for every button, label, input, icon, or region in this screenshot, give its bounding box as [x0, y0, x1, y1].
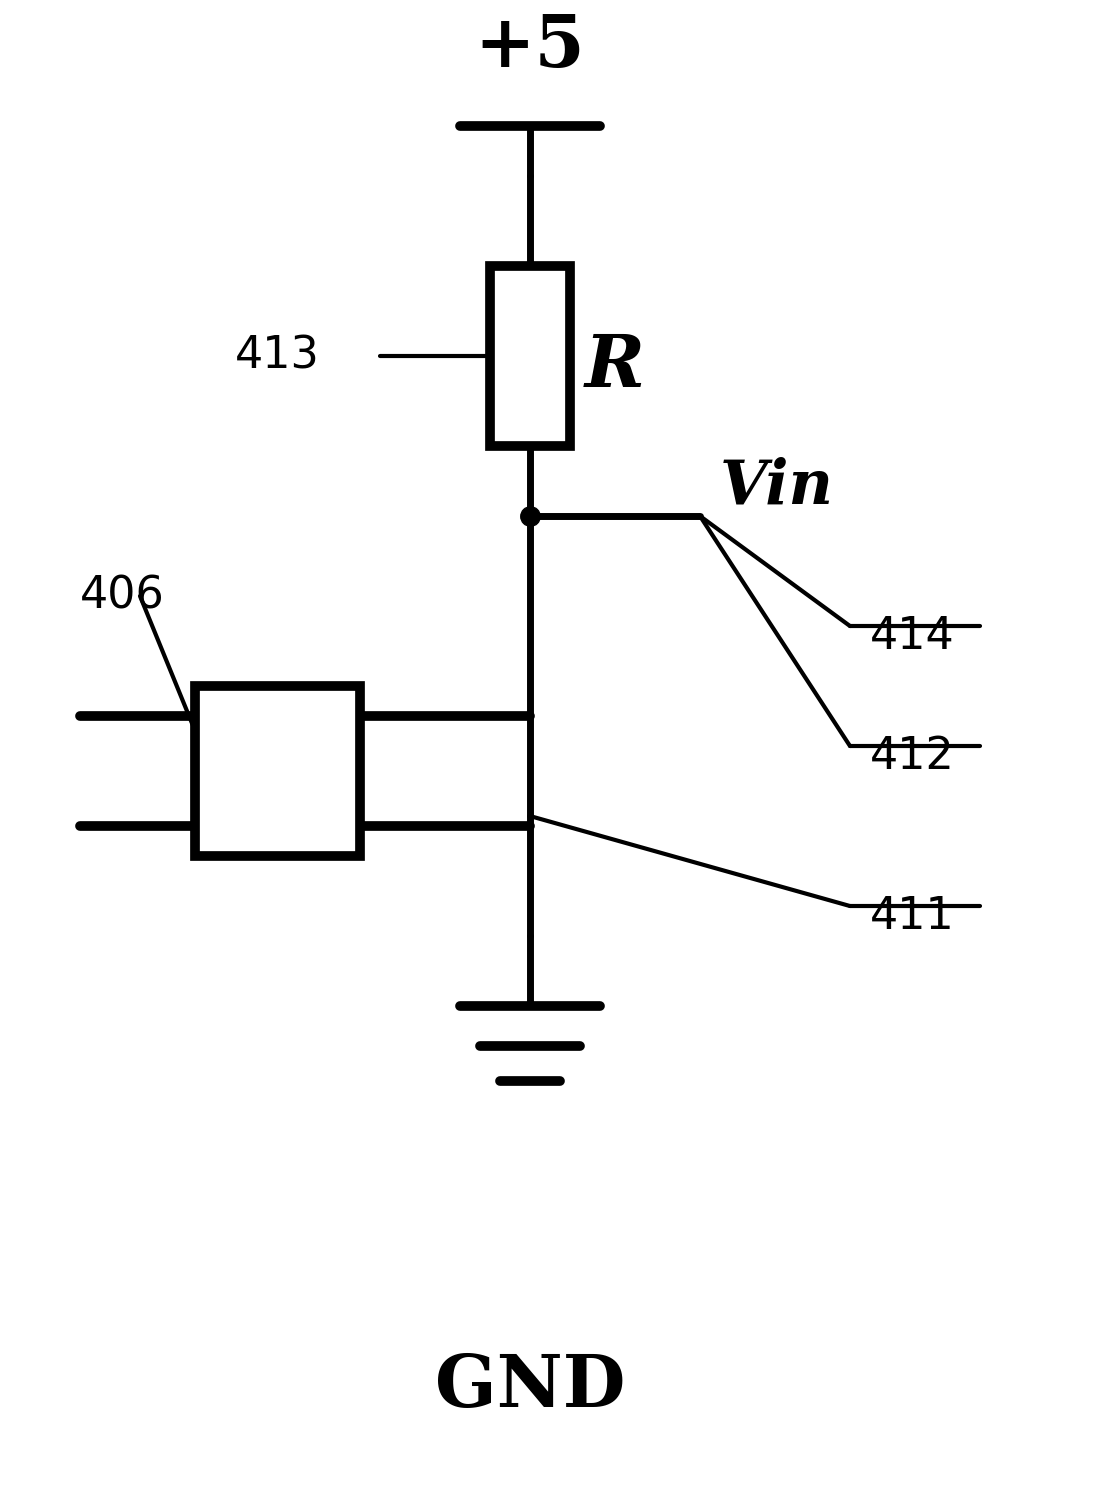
- Text: 413: 413: [235, 335, 320, 377]
- Text: R: R: [585, 331, 645, 401]
- Text: 412: 412: [870, 735, 955, 778]
- Text: 406: 406: [80, 574, 164, 618]
- Text: Vin: Vin: [720, 456, 834, 516]
- Text: GND: GND: [435, 1351, 625, 1421]
- Text: 411: 411: [870, 895, 955, 938]
- Text: +5: +5: [475, 10, 585, 82]
- Text: 414: 414: [870, 615, 955, 658]
- Bar: [195, 687, 360, 856]
- Bar: [490, 266, 571, 446]
